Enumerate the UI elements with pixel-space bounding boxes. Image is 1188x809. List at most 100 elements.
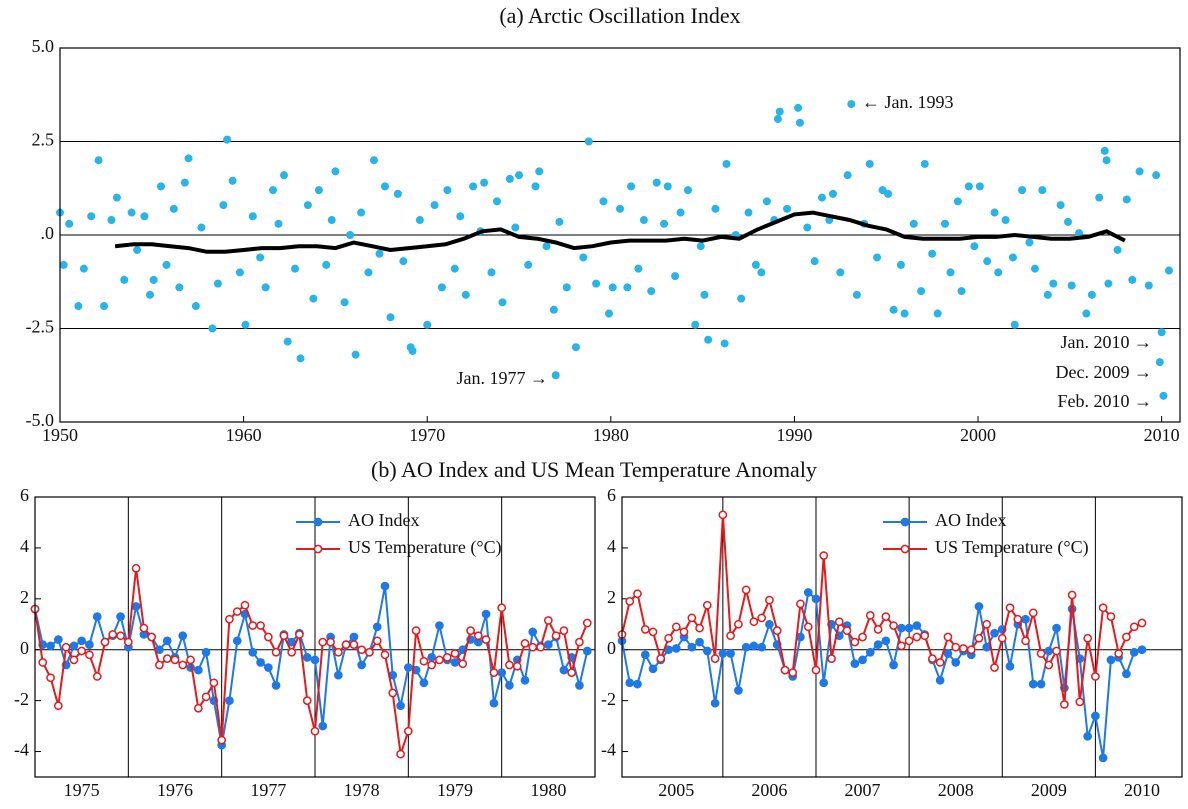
data-point bbox=[430, 201, 439, 210]
data-point bbox=[357, 660, 367, 670]
data-point bbox=[836, 268, 845, 277]
data-point bbox=[1010, 320, 1019, 329]
data-point bbox=[1155, 358, 1164, 367]
data-point bbox=[702, 646, 712, 656]
data-point bbox=[850, 659, 860, 669]
data-point bbox=[248, 621, 258, 630]
data-point bbox=[295, 630, 304, 639]
data-point bbox=[1018, 186, 1027, 195]
data-point bbox=[271, 681, 281, 690]
data-point bbox=[599, 197, 608, 206]
x-tick-label: 2008 bbox=[938, 780, 974, 800]
data-point bbox=[1122, 195, 1131, 204]
data-point bbox=[225, 696, 234, 705]
data-point bbox=[1098, 753, 1108, 763]
data-point bbox=[469, 182, 478, 191]
data-point bbox=[811, 594, 821, 604]
data-point bbox=[1083, 633, 1093, 643]
data-point bbox=[664, 633, 673, 643]
data-point bbox=[450, 649, 460, 658]
data-point bbox=[310, 655, 320, 665]
data-point bbox=[660, 219, 669, 228]
data-point bbox=[811, 665, 821, 675]
data-point bbox=[663, 182, 672, 191]
data-point bbox=[1129, 647, 1139, 657]
x-tick-label: 1970 bbox=[409, 425, 445, 445]
data-point bbox=[997, 633, 1007, 643]
data-point bbox=[582, 618, 592, 628]
data-point bbox=[380, 650, 390, 660]
data-point bbox=[511, 223, 520, 232]
data-point bbox=[85, 640, 94, 649]
data-point bbox=[633, 589, 642, 599]
data-point bbox=[232, 607, 242, 616]
data-point bbox=[69, 655, 79, 665]
data-point bbox=[351, 350, 360, 359]
data-point bbox=[648, 664, 658, 674]
data-point bbox=[1021, 614, 1030, 624]
data-point bbox=[450, 658, 460, 667]
y-tick-label: -2 bbox=[601, 689, 616, 709]
data-point bbox=[456, 212, 465, 221]
data-point bbox=[847, 100, 856, 109]
data-point bbox=[726, 649, 735, 658]
data-point bbox=[592, 279, 601, 288]
data-point bbox=[225, 614, 234, 624]
data-point bbox=[1098, 603, 1108, 613]
data-point bbox=[671, 272, 680, 281]
x-tick-label: 2005 bbox=[658, 780, 694, 800]
data-point bbox=[551, 631, 561, 641]
data-point bbox=[757, 613, 767, 623]
data-point bbox=[364, 268, 373, 277]
data-point bbox=[388, 688, 398, 698]
data-point bbox=[623, 283, 632, 292]
data-point bbox=[473, 631, 483, 641]
data-point bbox=[280, 171, 288, 180]
data-point bbox=[582, 646, 592, 656]
data-point bbox=[241, 320, 250, 329]
data-point bbox=[69, 641, 79, 651]
x-tick-label: 1980 bbox=[530, 780, 566, 800]
data-point bbox=[803, 622, 813, 632]
data-point bbox=[828, 189, 837, 198]
x-tick-label: 1979 bbox=[437, 780, 473, 800]
annotation: Jan. 2010 → bbox=[1061, 332, 1153, 352]
data-point bbox=[302, 696, 312, 705]
data-point bbox=[1036, 679, 1046, 689]
data-point bbox=[943, 649, 953, 658]
data-point bbox=[85, 650, 94, 660]
data-point bbox=[873, 625, 883, 634]
data-point bbox=[38, 658, 48, 667]
data-point bbox=[175, 283, 184, 292]
data-point bbox=[900, 309, 909, 318]
data-point bbox=[263, 632, 273, 642]
data-point bbox=[53, 701, 63, 711]
data-point bbox=[296, 354, 305, 363]
data-point bbox=[757, 268, 766, 277]
data-point bbox=[131, 602, 141, 611]
data-point bbox=[403, 663, 413, 672]
data-point bbox=[1030, 264, 1039, 273]
data-point bbox=[795, 118, 804, 127]
data-point bbox=[671, 644, 681, 653]
data-point bbox=[291, 264, 300, 273]
data-point bbox=[850, 637, 860, 647]
data-point bbox=[625, 597, 635, 606]
data-point bbox=[940, 219, 949, 228]
data-point bbox=[737, 294, 746, 303]
y-tick-label: 6 bbox=[607, 485, 616, 505]
data-point bbox=[100, 302, 109, 311]
data-point bbox=[131, 563, 141, 573]
data-point bbox=[193, 665, 203, 675]
data-point bbox=[1135, 167, 1144, 176]
data-point bbox=[865, 611, 875, 620]
data-point bbox=[487, 268, 496, 277]
data-point bbox=[1082, 309, 1091, 318]
data-point bbox=[1104, 279, 1113, 288]
data-point bbox=[178, 631, 188, 641]
data-point bbox=[1122, 669, 1131, 679]
data-point bbox=[551, 371, 560, 380]
data-point bbox=[656, 654, 666, 663]
data-point bbox=[639, 216, 648, 225]
data-point bbox=[990, 628, 999, 638]
